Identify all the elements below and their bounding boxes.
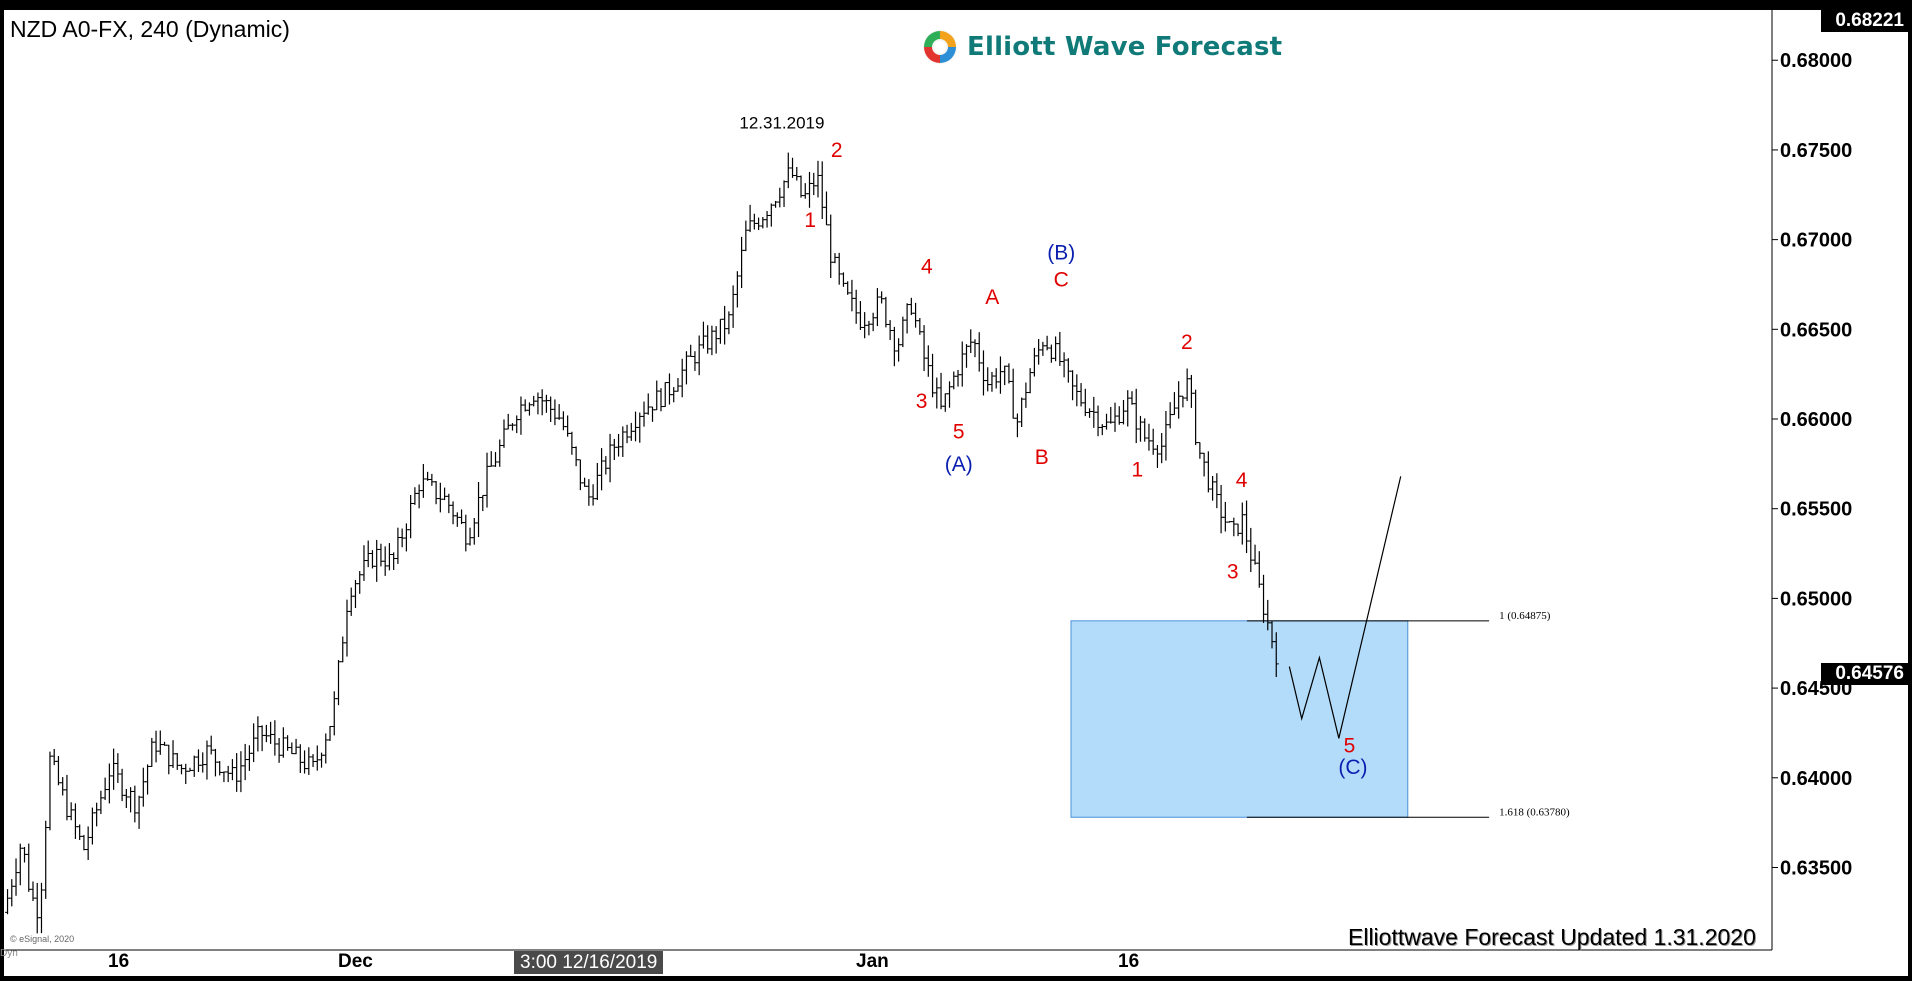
wave-label: 5 — [1344, 735, 1356, 758]
logo: Elliott Wave Forecast — [921, 23, 1282, 71]
wave-label: 1 — [1131, 458, 1143, 481]
wave-label: (B) — [1047, 241, 1075, 264]
wave-label: B — [1035, 446, 1049, 469]
logo-swirl-icon — [923, 30, 957, 64]
projection-path — [1288, 476, 1402, 739]
fib-level-label: 1.618 (0.63780) — [1499, 806, 1570, 818]
target-zone-box — [1070, 620, 1409, 818]
wave-label: 4 — [1236, 469, 1248, 492]
chart-area[interactable]: 1 (0.64875) 1.618 (0.63780) 12.31.2019 2 1 4… — [4, 10, 1908, 976]
copyright-text: © eSignal, 2020 — [10, 934, 75, 944]
y-tick-label: 0.63500 — [1780, 857, 1852, 879]
wave-label: C — [1054, 268, 1069, 291]
dyn-label: Dyn — [0, 948, 18, 959]
x-tick-label: Dec — [338, 951, 373, 972]
last-high-price-badge: 0.68221 — [1821, 9, 1912, 32]
fib-level-label: 1 (0.64875) — [1499, 610, 1551, 622]
wave-label: 5 — [953, 421, 965, 444]
y-tick-label: 0.67000 — [1780, 230, 1852, 252]
x-tick-label: 16 — [108, 951, 130, 972]
current-price-badge: 0.64576 — [1821, 663, 1912, 686]
y-tick-label: 0.68000 — [1780, 50, 1852, 72]
symbol-title: NZD A0-FX, 240 (Dynamic) — [10, 16, 290, 42]
chart-frame: 1 (0.64875) 1.618 (0.63780) 12.31.2019 2 1 4… — [4, 10, 1908, 976]
wave-label: 3 — [916, 390, 928, 413]
wave-label: (C) — [1338, 756, 1367, 779]
wave-label: 2 — [831, 139, 843, 162]
y-tick-label: 0.67500 — [1780, 140, 1852, 162]
wave-label: 4 — [921, 256, 933, 279]
x-tick-label: 16 — [1118, 951, 1140, 972]
y-tick-label: 0.66000 — [1780, 409, 1852, 431]
date-annotation: 12.31.2019 — [739, 113, 824, 132]
logo-text: Elliott Wave Forecast — [967, 32, 1283, 62]
y-tick-label: 0.65000 — [1780, 588, 1852, 610]
x-tick-label: Jan — [856, 951, 889, 972]
wave-label: A — [985, 286, 999, 309]
y-tick-label: 0.64000 — [1780, 768, 1852, 790]
y-tick-label: 0.65500 — [1780, 499, 1852, 521]
price-bars-layer — [5, 152, 1279, 934]
wave-label: 1 — [804, 209, 816, 232]
wave-label: (A) — [945, 453, 973, 476]
cursor-time-label: 3:00 12/16/2019 — [514, 951, 664, 974]
wave-label: 2 — [1181, 331, 1193, 354]
wave-label: 3 — [1227, 561, 1239, 584]
target-zone-layer: 1 (0.64875) 1.618 (0.63780) — [1070, 610, 1570, 818]
y-tick-label: 0.66500 — [1780, 319, 1852, 341]
updated-note: Elliottwave Forecast Updated 1.31.2020 — [1348, 924, 1756, 950]
projection-layer — [1288, 476, 1402, 739]
price-axis-layer: 0.635000.640000.645000.650000.655000.660… — [4, 10, 1852, 951]
